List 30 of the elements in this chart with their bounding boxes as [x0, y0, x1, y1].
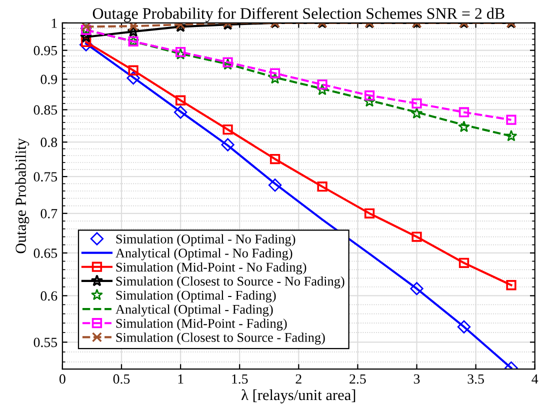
- legend-label: Simulation (Mid-Point - Fading): [116, 318, 287, 331]
- x-tick-label: 2: [296, 374, 302, 384]
- y-axis-title: Outage Probability: [15, 138, 30, 254]
- x-tick-label: 0.5: [113, 374, 130, 384]
- x-tick-label: 0: [60, 374, 66, 384]
- legend-label: Simulation (Mid-Point - No Fading): [116, 262, 306, 274]
- legend-label: Analytical (Optimal - Fading): [116, 304, 273, 317]
- legend-label: Simulation (Optimal - Fading): [116, 290, 276, 302]
- chart-title: Outage Probability for Different Selection Schemes SNR = 2 dB: [92, 8, 504, 22]
- x-tick-label: 1: [178, 374, 184, 384]
- y-tick-label: 0.8: [40, 138, 58, 148]
- y-tick-label: 0.65: [34, 248, 58, 258]
- x-axis-title: λ [relays/unit area]: [241, 389, 356, 404]
- y-tick-label: 0.85: [34, 105, 58, 115]
- y-tick-label: 0.9: [40, 74, 58, 84]
- x-tick-label: 3.5: [468, 374, 484, 384]
- y-tick-label: 0.6: [40, 291, 58, 301]
- x-tick-label: 3: [414, 374, 420, 384]
- y-tick-label: 0.95: [34, 46, 58, 56]
- legend-label: Simulation (Optimal - No Fading): [116, 234, 296, 246]
- legend-label: Analytical (Optimal - No Fading): [116, 248, 292, 260]
- y-tick-label: 0.55: [34, 338, 58, 348]
- legend-label: Simulation (Closest to Source - Fading): [116, 332, 325, 345]
- y-tick-label: 0.7: [40, 208, 58, 218]
- y-tick-label: 0.75: [34, 172, 58, 182]
- legend-label: Simulation (Closest to Source - No Fading): [116, 276, 344, 288]
- x-tick-label: 2.5: [350, 374, 366, 384]
- x-tick-label: 4: [532, 374, 538, 384]
- y-tick-label: 1: [52, 18, 57, 28]
- x-tick-label: 1.5: [232, 374, 248, 384]
